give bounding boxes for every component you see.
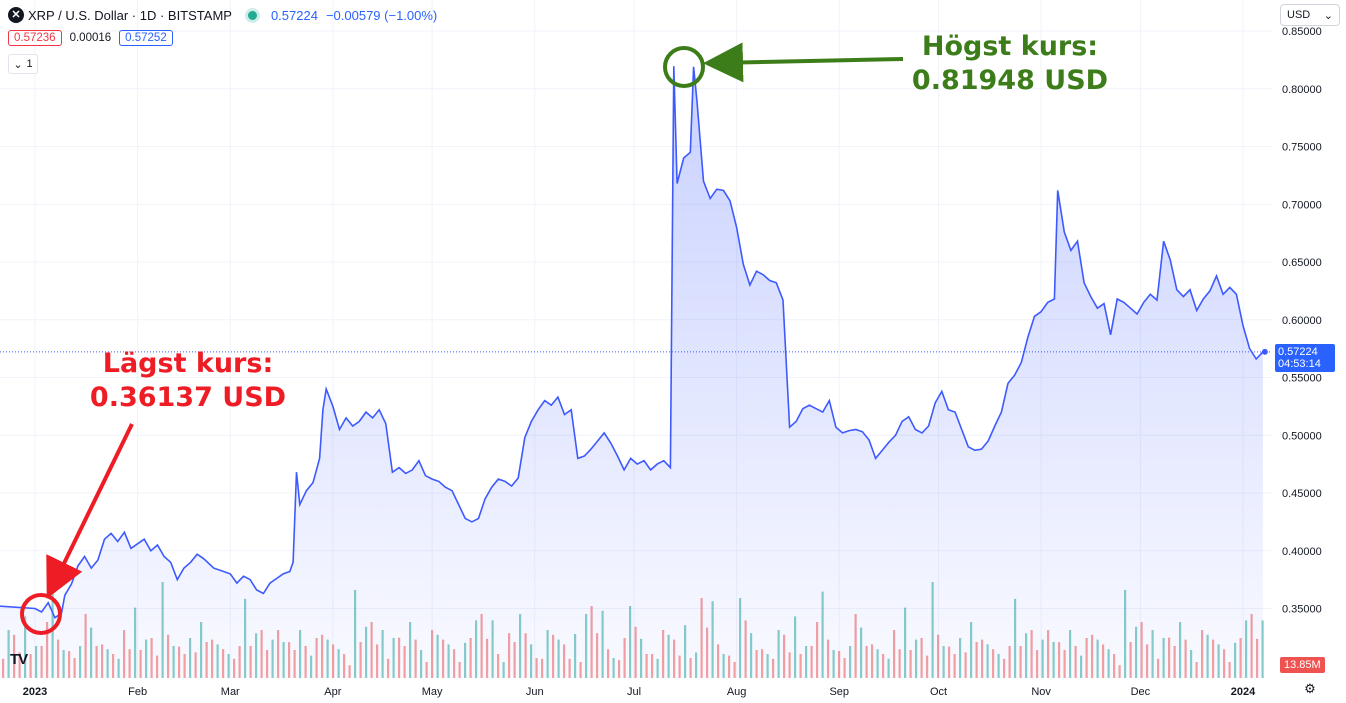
y-tick-label: 0.75000 [1282, 142, 1322, 154]
buy-button[interactable]: 0.57252 [119, 30, 173, 46]
x-tick-label: Feb [128, 686, 147, 698]
x-tick-label: Nov [1031, 686, 1051, 698]
symbol-title[interactable]: XRP / U.S. Dollar · 1D · BITSTAMP [28, 7, 232, 23]
y-tick-label: 0.80000 [1282, 84, 1322, 96]
x-logo-icon: ✕ [8, 7, 24, 23]
tradingview-logo-icon[interactable]: TV [10, 651, 28, 668]
x-tick-label: Oct [930, 686, 947, 698]
bar-countdown: 04:53:14 [1278, 358, 1321, 370]
legend: ✕ XRP / U.S. Dollar · 1D · BITSTAMP 0.57… [8, 6, 437, 24]
x-tick-label: May [422, 686, 443, 698]
low-circle [20, 593, 62, 635]
x-tick-label: Dec [1131, 686, 1151, 698]
high-value: 0.81948 USD [911, 65, 1109, 96]
last-price-dot [1261, 348, 1268, 355]
y-tick-label: 0.50000 [1282, 430, 1322, 442]
y-tick-label: 0.60000 [1282, 315, 1322, 327]
high-label: Högst kurs: [921, 31, 1099, 62]
indicator-count: 1 [26, 58, 33, 70]
x-tick-label: Jun [526, 686, 544, 698]
y-axis: 0.85000 0.80000 0.75000 0.70000 0.65000 0.600… [1282, 26, 1322, 616]
low-value: 0.36137 USD [89, 382, 287, 413]
y-tick-label: 0.45000 [1282, 488, 1322, 500]
price-area [0, 66, 1263, 678]
volume-badge: 13.85M [1280, 657, 1325, 673]
price-change: −0.00579 (−1.00%) [325, 7, 438, 23]
last-price-value: 0.57224 [1278, 346, 1318, 358]
quote-row: 0.57236 0.00016 0.57252 [8, 30, 173, 46]
y-tick-label: 0.85000 [1282, 26, 1322, 38]
x-tick-label: Mar [221, 686, 240, 698]
y-tick-label: 0.40000 [1282, 546, 1322, 558]
y-tick-label: 0.35000 [1282, 604, 1322, 616]
x-tick-label: Sep [829, 686, 849, 698]
x-tick-label: Aug [727, 686, 747, 698]
currency-select[interactable]: USD ⌄ [1280, 4, 1340, 26]
x-axis: 2023 Feb Mar Apr May Jun Jul Aug Sep Oct Nov Dec 202… [23, 686, 1256, 698]
chevron-down-icon: ⌄ [13, 58, 23, 71]
annotation-marks [20, 42, 904, 635]
y-tick-label: 0.55000 [1282, 373, 1322, 385]
spread-value: 0.00016 [69, 32, 112, 44]
low-annotation: Lägst kurs: 0.36137 USD [88, 347, 288, 415]
x-tick-label: 2023 [23, 686, 47, 698]
low-label: Lägst kurs: [102, 348, 274, 379]
last-price-badge: 0.57224 04:53:14 [1275, 344, 1335, 372]
y-tick-label: 0.65000 [1282, 257, 1322, 269]
high-arrow [703, 42, 904, 83]
y-tick-label: 0.70000 [1282, 199, 1322, 211]
indicator-toggle[interactable]: ⌄ 1 [8, 54, 38, 74]
gear-icon[interactable]: ⚙ [1304, 681, 1316, 696]
high-annotation: Högst kurs: 0.81948 USD [910, 30, 1110, 98]
chevron-down-icon: ⌄ [1323, 9, 1333, 22]
market-status-icon[interactable] [247, 10, 257, 20]
sell-button[interactable]: 0.57236 [8, 30, 62, 46]
low-arrow [46, 423, 134, 599]
high-circle [663, 46, 705, 88]
x-tick-label: Jul [627, 686, 641, 698]
currency-value: USD [1287, 9, 1311, 21]
price-line [0, 66, 1264, 619]
current-price: 0.57224 [270, 7, 318, 23]
x-tick-label: 2024 [1231, 686, 1256, 698]
x-tick-label: Apr [324, 686, 341, 698]
